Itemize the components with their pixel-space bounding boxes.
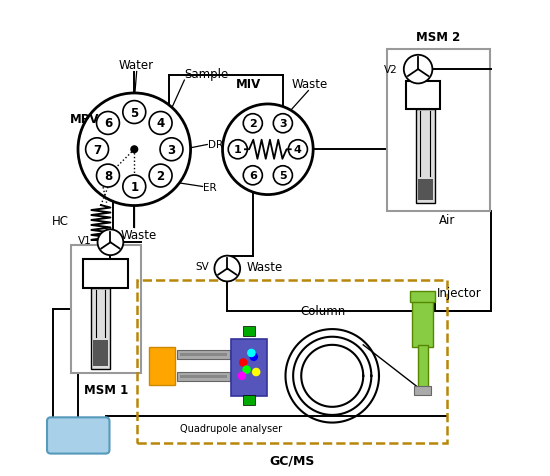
Text: 4: 4 — [294, 145, 302, 155]
Bar — [231, 339, 267, 396]
Bar — [91, 288, 110, 369]
Bar — [416, 109, 435, 203]
Text: DR: DR — [208, 140, 223, 150]
Text: V1: V1 — [78, 236, 91, 245]
Text: MPV: MPV — [70, 112, 100, 126]
Circle shape — [273, 114, 293, 133]
Text: 2: 2 — [249, 119, 257, 129]
Bar — [180, 375, 227, 378]
Circle shape — [273, 167, 293, 186]
Text: 5: 5 — [130, 106, 139, 119]
Text: 6: 6 — [249, 171, 257, 181]
Bar — [410, 292, 435, 302]
Text: 1: 1 — [234, 145, 241, 155]
Circle shape — [123, 101, 146, 124]
Bar — [180, 353, 227, 357]
Circle shape — [86, 139, 108, 161]
Text: MIV: MIV — [236, 78, 261, 90]
Text: Relay: Relay — [62, 429, 95, 442]
Text: Waste: Waste — [246, 260, 283, 273]
Circle shape — [97, 230, 123, 256]
Circle shape — [97, 112, 119, 135]
Text: 7: 7 — [93, 143, 101, 157]
Text: Water: Water — [119, 59, 154, 71]
Circle shape — [149, 165, 172, 188]
Circle shape — [250, 353, 258, 361]
Bar — [417, 179, 433, 201]
Circle shape — [149, 112, 172, 135]
Circle shape — [131, 147, 138, 153]
Bar — [406, 82, 439, 109]
Text: S2: S2 — [415, 91, 430, 100]
Text: Waste: Waste — [121, 228, 157, 241]
Circle shape — [214, 256, 240, 282]
Circle shape — [238, 372, 246, 380]
Circle shape — [160, 139, 183, 161]
Bar — [148, 347, 175, 386]
Bar — [243, 326, 255, 337]
Text: MSM 1: MSM 1 — [84, 383, 128, 396]
Circle shape — [78, 94, 190, 206]
Text: 2: 2 — [157, 170, 164, 183]
Text: Waste: Waste — [292, 78, 328, 90]
Text: S1: S1 — [98, 269, 113, 278]
Text: 3: 3 — [279, 119, 287, 129]
Bar — [82, 259, 128, 288]
Text: MSM 2: MSM 2 — [416, 31, 460, 44]
Text: 5: 5 — [279, 171, 287, 181]
Text: V2: V2 — [384, 65, 398, 75]
Bar — [243, 395, 255, 406]
Text: GC/MS: GC/MS — [269, 453, 315, 466]
Bar — [177, 372, 230, 381]
Text: 4: 4 — [156, 117, 164, 130]
Text: Injector: Injector — [437, 286, 482, 299]
Circle shape — [243, 114, 262, 133]
Circle shape — [247, 349, 256, 357]
Circle shape — [123, 176, 146, 198]
Text: 6: 6 — [104, 117, 112, 130]
Text: Quadrupole analyser: Quadrupole analyser — [180, 423, 282, 433]
Circle shape — [252, 368, 261, 377]
Text: 3: 3 — [167, 143, 175, 157]
Bar — [414, 387, 431, 395]
Circle shape — [288, 140, 307, 159]
Bar — [71, 245, 141, 374]
Circle shape — [404, 56, 432, 84]
FancyBboxPatch shape — [47, 417, 109, 454]
Text: HC: HC — [52, 215, 69, 228]
Text: Column: Column — [300, 305, 345, 317]
Text: Air: Air — [438, 214, 455, 227]
Bar — [412, 300, 433, 347]
Text: ER: ER — [204, 183, 217, 193]
Circle shape — [243, 167, 262, 186]
Bar — [418, 345, 428, 390]
Circle shape — [223, 105, 313, 195]
Circle shape — [239, 358, 248, 367]
Text: 1: 1 — [130, 180, 139, 194]
Bar — [387, 50, 490, 212]
Text: SV: SV — [195, 262, 209, 271]
Text: 8: 8 — [104, 170, 112, 183]
Bar — [177, 350, 230, 359]
Circle shape — [243, 366, 251, 374]
Bar — [136, 281, 447, 443]
Circle shape — [97, 165, 119, 188]
Text: Sample: Sample — [184, 68, 229, 81]
Circle shape — [228, 140, 248, 159]
Bar — [93, 340, 108, 367]
